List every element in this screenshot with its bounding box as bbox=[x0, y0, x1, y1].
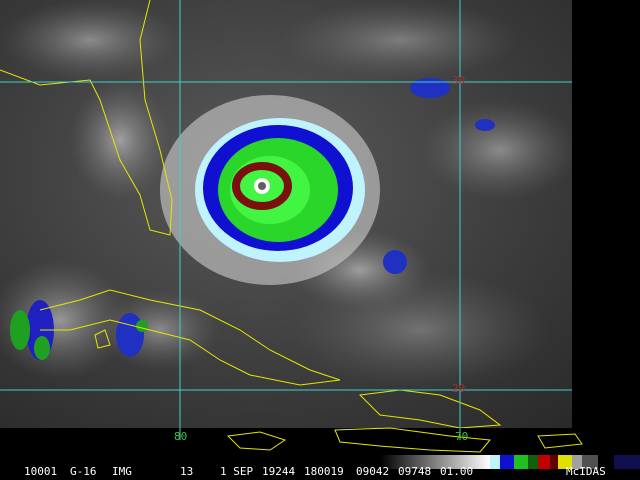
lat-label: 30 bbox=[452, 74, 465, 87]
blank-area bbox=[572, 0, 640, 428]
footer-field: 01.00 bbox=[440, 465, 473, 478]
footer-field: G-16 bbox=[70, 465, 97, 478]
footer-field: IMG bbox=[112, 465, 132, 478]
coastlines bbox=[0, 0, 502, 429]
color-scale bbox=[380, 455, 640, 469]
lat-label: 20 bbox=[452, 382, 465, 395]
footer-field: 10001 bbox=[24, 465, 57, 478]
islands bbox=[226, 427, 583, 453]
lon-label: 80 bbox=[174, 430, 187, 443]
footer-background bbox=[0, 428, 640, 480]
footer-field: 180019 bbox=[304, 465, 344, 478]
hurricane bbox=[160, 95, 380, 285]
footer-field: 13 bbox=[180, 465, 193, 478]
footer-field: 09042 bbox=[356, 465, 389, 478]
footer-brand: McIDAS bbox=[566, 465, 606, 478]
lon-label: 70 bbox=[455, 430, 468, 443]
footer-field: 09748 bbox=[398, 465, 431, 478]
footer-field: 1 SEP bbox=[220, 465, 253, 478]
graticule bbox=[0, 0, 572, 440]
footer-field: 19244 bbox=[262, 465, 295, 478]
footer-info: 10001 G-16 IMG 13 1 SEP 19244 180019 09042 09748… bbox=[24, 465, 473, 478]
